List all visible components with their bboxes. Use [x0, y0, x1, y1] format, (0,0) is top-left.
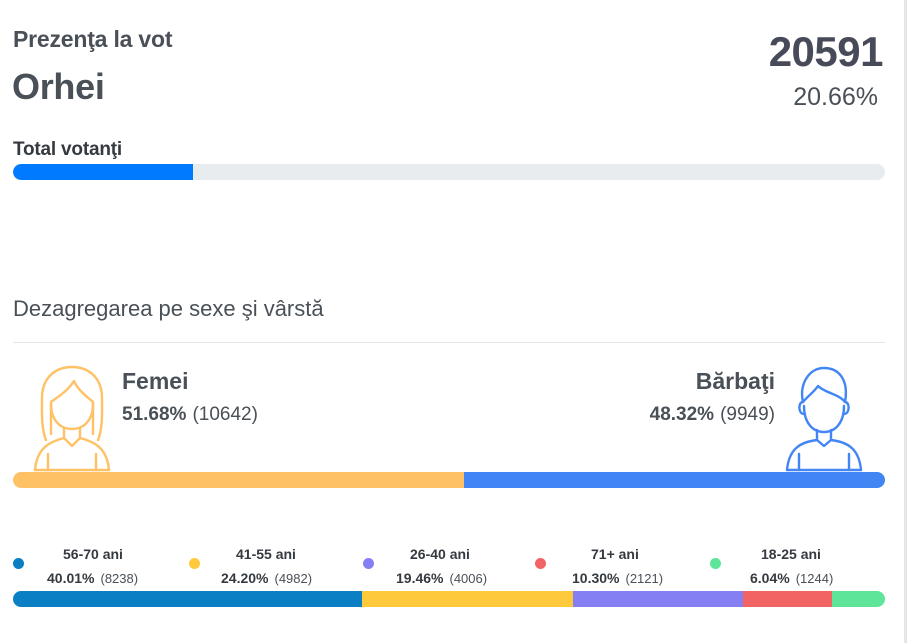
age-group-stat: 6.04% (1244) [750, 570, 833, 586]
age-group-name: 26-40 ani [410, 546, 470, 562]
female-stat: 51.68% (10642) [122, 404, 258, 426]
total-voters-count: 20591 [768, 28, 884, 75]
turnout-percent: 20.66% [793, 83, 878, 111]
age-group-stat: 24.20% (4982) [221, 570, 312, 586]
age-group-percent: 24.20% [221, 570, 269, 586]
breakdown-section-title: Dezagregarea pe sexe şi vârstă [13, 296, 324, 321]
age-group-name: 56-70 ani [63, 546, 123, 562]
age-group-percent: 10.30% [572, 570, 620, 586]
age-group-stat: 10.30% (2121) [572, 570, 663, 586]
turnout-progress-bar [13, 164, 885, 180]
male-icon [785, 366, 863, 472]
gender-bar-male-segment [463, 472, 885, 488]
turnout-progress-fill [13, 164, 194, 180]
female-label: Femei [122, 368, 189, 394]
page-title: Orhei [12, 66, 105, 107]
age-group-percent: 6.04% [750, 570, 790, 586]
male-stat: 48.32% (9949) [650, 404, 775, 426]
male-count: (9949) [720, 404, 775, 425]
age-group-count: (4982) [274, 571, 313, 586]
age-group-count: (4006) [449, 571, 488, 586]
turnout-progress-label: Total votanţi [13, 139, 122, 160]
age-legend-dot [189, 558, 200, 569]
age-group-name: 18-25 ani [761, 546, 821, 562]
age-bar-segment [13, 591, 362, 607]
age-legend-dot [535, 558, 546, 569]
age-legend-dot [363, 558, 374, 569]
male-label: Bărbaţi [695, 368, 775, 394]
age-bar-segment [572, 591, 743, 607]
age-legend-dot [710, 558, 721, 569]
age-group-stat: 19.46% (4006) [396, 570, 487, 586]
page-subtitle: Prezenţa la vot [13, 26, 173, 52]
age-group-count: (1244) [795, 571, 834, 586]
age-group-percent: 40.01% [47, 570, 95, 586]
age-group-percent: 19.46% [396, 570, 444, 586]
gender-bar [13, 472, 885, 488]
age-legend: 56-70 ani 40.01% (8238) 41-55 ani 24.20% (498… [13, 545, 885, 587]
age-group-stat: 40.01% (8238) [47, 570, 138, 586]
age-group-name: 71+ ani [591, 546, 639, 562]
gender-bar-female-segment [13, 472, 464, 488]
age-group-count: (2121) [625, 571, 664, 586]
section-divider [13, 342, 885, 343]
female-count: (10642) [192, 404, 258, 425]
age-bar-segment [832, 591, 885, 607]
age-bar [13, 591, 885, 607]
female-icon [33, 365, 111, 472]
age-legend-dot [13, 558, 24, 569]
age-group-name: 41-55 ani [236, 546, 296, 562]
age-bar-segment [361, 591, 573, 607]
male-percent: 48.32% [649, 404, 715, 425]
female-percent: 51.68% [122, 404, 187, 425]
age-group-count: (8238) [100, 571, 139, 586]
window-edge [904, 0, 907, 643]
age-bar-segment [742, 591, 833, 607]
